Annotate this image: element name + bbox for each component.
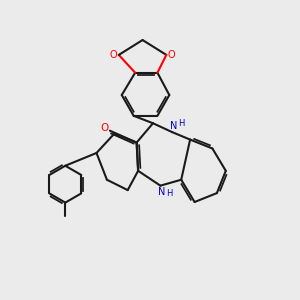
Text: H: H — [178, 119, 184, 128]
Text: O: O — [168, 50, 176, 60]
Text: O: O — [110, 50, 117, 60]
Text: O: O — [100, 123, 109, 133]
Text: H: H — [166, 190, 172, 199]
Text: N: N — [170, 121, 178, 130]
Text: N: N — [158, 187, 166, 197]
